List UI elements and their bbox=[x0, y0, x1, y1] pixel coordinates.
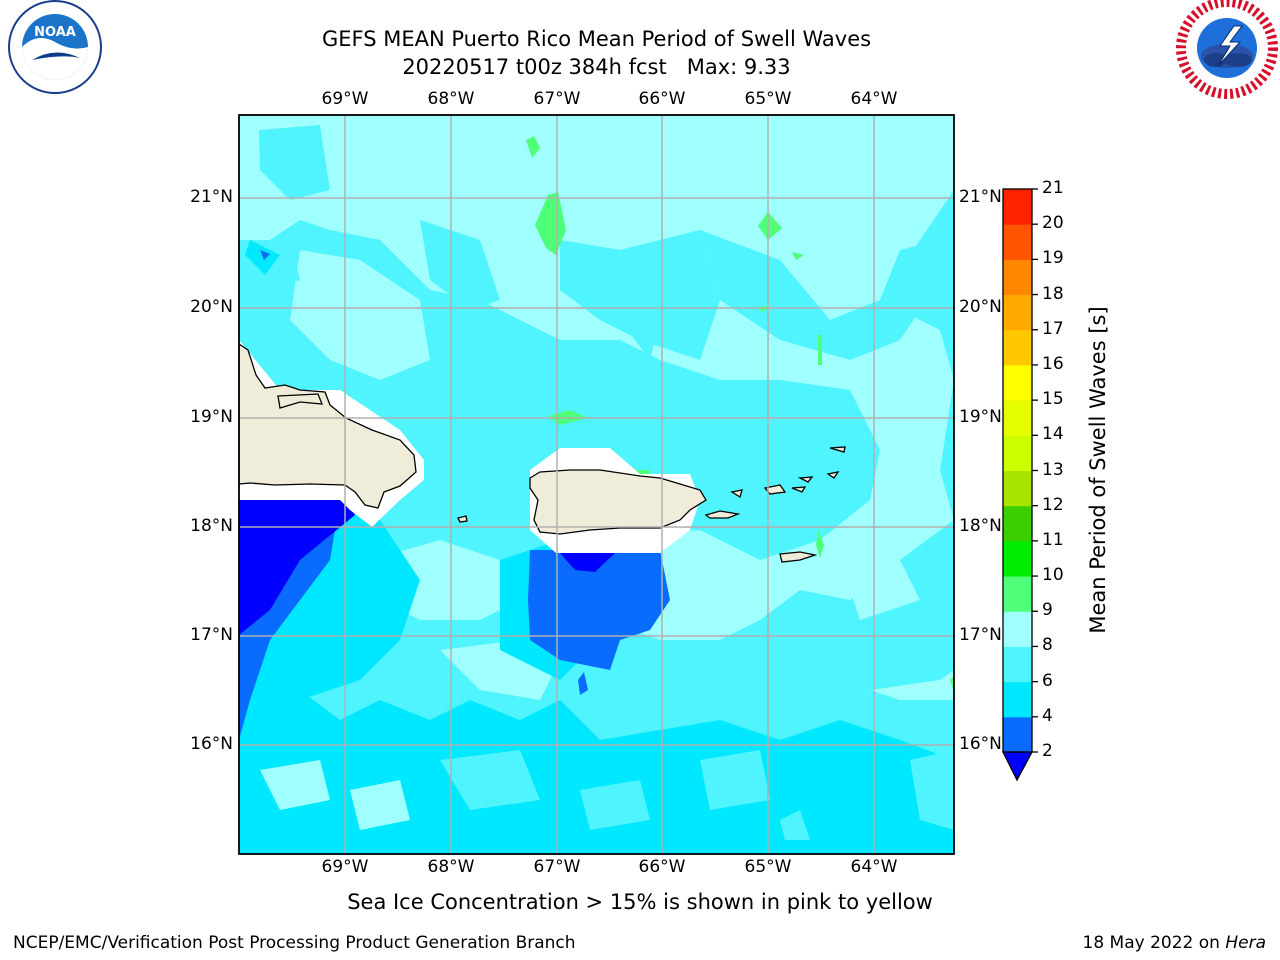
colorbar-label-19: 19 bbox=[1042, 248, 1064, 269]
colorbar-label-16: 16 bbox=[1042, 353, 1064, 374]
colorbar-label-6: 6 bbox=[1042, 670, 1053, 691]
lat-label-left-21n: 21°N bbox=[190, 187, 233, 207]
hispaniola-land bbox=[239, 343, 417, 509]
swell-field-2-4-pr bbox=[528, 550, 670, 670]
lon-label-bottom-69w: 69°W bbox=[321, 857, 369, 877]
colorbar-segment-17-18 bbox=[1003, 294, 1032, 331]
noaa-logo-text: NOAA bbox=[34, 25, 76, 40]
swell-field-6-8-south bbox=[440, 750, 954, 840]
swell-field-under-2 bbox=[239, 500, 355, 635]
colorbar-label-2: 2 bbox=[1042, 741, 1053, 761]
swell-field-8-9-south bbox=[260, 560, 920, 830]
lat-label-left-20n: 20°N bbox=[190, 297, 233, 317]
colorbar-label-12: 12 bbox=[1042, 494, 1064, 515]
map-gridlines bbox=[239, 115, 954, 854]
footer-date-text: 18 May 2022 on bbox=[1082, 933, 1226, 953]
colorbar-segment-11-12 bbox=[1003, 505, 1032, 542]
colorbar-label-4: 4 bbox=[1042, 705, 1053, 726]
lon-label-top-68w: 68°W bbox=[427, 89, 475, 109]
colorbar-segment-6-8 bbox=[1003, 646, 1032, 683]
lat-label-right-21n: 21°N bbox=[959, 187, 1002, 207]
colorbar-under-triangle bbox=[1001, 751, 1034, 782]
colorbar-segment-10-11 bbox=[1003, 540, 1032, 577]
colorbar-segment-12-13 bbox=[1003, 470, 1032, 507]
lon-label-top-65w: 65°W bbox=[744, 89, 792, 109]
noaa-logo: NOAA bbox=[2, 0, 108, 100]
footer-branch: NCEP/EMC/Verification Post Processing Pr… bbox=[13, 933, 576, 953]
colorbar-label-9: 9 bbox=[1042, 600, 1053, 621]
lat-label-left-16n: 16°N bbox=[190, 734, 233, 754]
colorbar-segment-16-17 bbox=[1003, 329, 1032, 366]
colorbar-label-17: 17 bbox=[1042, 318, 1064, 339]
colorbar-label-21: 21 bbox=[1042, 178, 1064, 198]
map-frame bbox=[238, 114, 955, 855]
colorbar-segment-2-4 bbox=[1003, 716, 1032, 753]
lon-label-top-66w: 66°W bbox=[638, 89, 686, 109]
lat-label-right-17n: 17°N bbox=[959, 625, 1002, 645]
lon-label-bottom-64w: 64°W bbox=[850, 857, 898, 877]
colorbar-segment-4-6 bbox=[1003, 681, 1032, 718]
colorbar-segment-18-19 bbox=[1003, 259, 1032, 296]
lon-label-top-67w: 67°W bbox=[533, 89, 581, 109]
sea-ice-note: Sea Ice Concentration > 15% is shown in … bbox=[347, 890, 933, 914]
lon-label-bottom-68w: 68°W bbox=[427, 857, 475, 877]
lat-label-right-19n: 19°N bbox=[959, 407, 1002, 427]
lon-label-top-69w: 69°W bbox=[321, 89, 369, 109]
st-croix-land bbox=[779, 551, 818, 563]
colorbar-label-13: 13 bbox=[1042, 459, 1064, 480]
colorbar-segment-9-10 bbox=[1003, 576, 1032, 612]
lon-label-bottom-65w: 65°W bbox=[744, 857, 792, 877]
lat-label-left-17n: 17°N bbox=[190, 625, 233, 645]
colorbar bbox=[1001, 188, 1038, 782]
mona-island-land bbox=[457, 515, 468, 523]
colorbar-segment-14-15 bbox=[1003, 400, 1032, 436]
colorbar-label-15: 15 bbox=[1042, 389, 1064, 410]
lat-label-right-18n: 18°N bbox=[959, 516, 1002, 536]
colorbar-segment-8-9 bbox=[1003, 611, 1032, 647]
nws-logo bbox=[1176, 0, 1278, 100]
lat-label-right-20n: 20°N bbox=[959, 297, 1002, 317]
colorbar-label-20: 20 bbox=[1042, 213, 1064, 234]
swell-field-9-10 bbox=[526, 136, 954, 692]
lat-label-left-18n: 18°N bbox=[190, 516, 233, 536]
lon-label-bottom-66w: 66°W bbox=[638, 857, 686, 877]
colorbar-segment-13-14 bbox=[1003, 435, 1032, 471]
swell-field-6-8-pockets bbox=[239, 125, 940, 360]
vieques-land bbox=[704, 510, 741, 519]
map-plot-area bbox=[239, 115, 954, 854]
colorbar-segment-15-16 bbox=[1003, 364, 1032, 401]
colorbar-label-14: 14 bbox=[1042, 424, 1064, 445]
map-subtitle: 20220517 t00z 384h fcst Max: 9.33 bbox=[402, 55, 791, 79]
footer-date: 18 May 2022 on Hera bbox=[1083, 933, 1267, 953]
footer-machine: Hera bbox=[1225, 933, 1266, 953]
colorbar-label-8: 8 bbox=[1042, 635, 1053, 656]
colorbar-label-18: 18 bbox=[1042, 283, 1064, 304]
colorbar-label-11: 11 bbox=[1042, 529, 1064, 550]
lat-label-right-16n: 16°N bbox=[959, 734, 1002, 754]
colorbar-label-10: 10 bbox=[1042, 565, 1064, 586]
lon-label-top-64w: 64°W bbox=[850, 89, 898, 109]
lon-label-bottom-67w: 67°W bbox=[533, 857, 581, 877]
lat-label-left-19n: 19°N bbox=[190, 407, 233, 427]
colorbar-segment-20-21 bbox=[1003, 189, 1032, 225]
colorbar-segment-19-20 bbox=[1003, 224, 1032, 260]
map-title: GEFS MEAN Puerto Rico Mean Period of Swe… bbox=[321, 27, 872, 51]
swell-field-4-6 bbox=[239, 240, 954, 854]
colorbar-title: Mean Period of Swell Waves [s] bbox=[1086, 306, 1110, 634]
